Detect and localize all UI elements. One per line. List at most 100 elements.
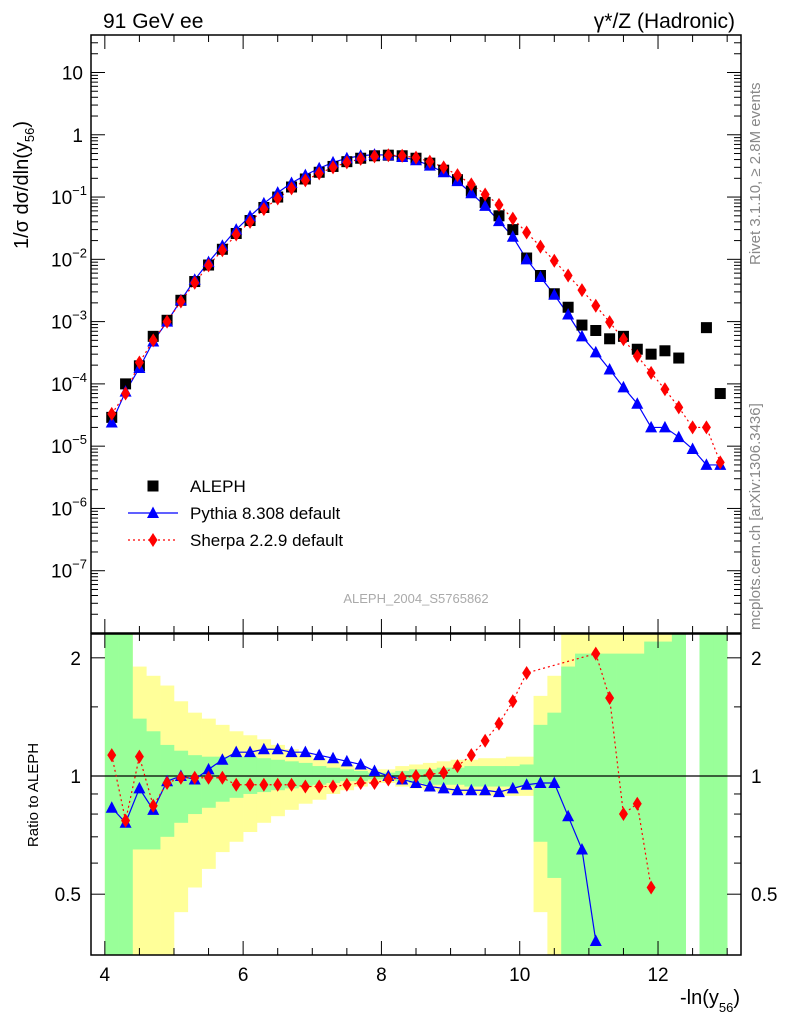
ratio-point	[328, 779, 338, 794]
band-green	[173, 750, 189, 823]
series-line	[111, 154, 721, 466]
data-point	[134, 355, 144, 370]
legend-label: Pythia 8.308 default	[190, 504, 341, 523]
legend-label: Sherpa 2.2.9 default	[190, 531, 343, 550]
ratio-point	[589, 934, 602, 946]
data-point	[273, 191, 283, 206]
ratio-point	[534, 776, 547, 788]
data-point	[700, 458, 713, 470]
data-point	[259, 202, 269, 217]
ratio-point	[397, 770, 407, 785]
legend-marker	[148, 533, 158, 547]
ratio-y-tick-label: 1	[70, 767, 81, 788]
band-green	[713, 634, 728, 955]
ratio-point	[439, 765, 449, 780]
data-point	[549, 253, 559, 268]
ratio-point	[506, 781, 519, 794]
data-point	[383, 148, 393, 163]
band-green	[588, 653, 604, 955]
band-green	[298, 762, 313, 787]
data-point	[632, 349, 642, 364]
ratio-point	[273, 777, 283, 792]
ratio-point	[133, 781, 146, 794]
data-point	[591, 298, 601, 313]
ratio-point	[383, 772, 393, 787]
data-point	[577, 283, 587, 298]
data-point	[176, 294, 186, 309]
data-point	[605, 315, 615, 330]
data-point	[287, 181, 297, 196]
data-point	[492, 214, 505, 227]
x-tick-label: 10	[509, 965, 530, 986]
ratio-point	[368, 764, 381, 776]
band-green	[118, 634, 133, 955]
ratio-point	[244, 745, 257, 758]
ratio-point	[562, 809, 575, 822]
ratio-series-group	[105, 646, 656, 946]
legend-marker	[147, 506, 159, 518]
x-tick-label: 12	[647, 965, 668, 986]
band-green	[602, 653, 617, 955]
data-point	[714, 388, 726, 400]
data-point	[562, 301, 574, 313]
data-point	[300, 173, 310, 188]
band-green	[339, 769, 355, 782]
y-tick-label: 10−7	[51, 557, 87, 583]
ratio-point	[466, 748, 476, 763]
ratio-point	[300, 779, 310, 794]
ratio-point	[575, 842, 588, 855]
main-frame	[90, 34, 742, 634]
ratio-point	[105, 801, 118, 813]
data-point	[507, 224, 519, 236]
data-point	[701, 420, 711, 435]
data-point	[534, 270, 547, 283]
ratio-point	[271, 742, 284, 755]
data-point	[148, 333, 158, 348]
ratio-point	[411, 769, 421, 784]
data-point	[506, 230, 519, 242]
ratio-point	[134, 749, 144, 764]
y-tick-label: 10−2	[51, 245, 87, 271]
ratio-point	[437, 781, 450, 794]
data-point	[425, 154, 435, 169]
data-point	[590, 324, 602, 336]
y-tick-label: 10−5	[51, 432, 87, 458]
data-point	[231, 227, 241, 242]
series-line	[111, 154, 721, 463]
data-point	[673, 352, 685, 364]
data-point	[107, 406, 117, 421]
ratio-point	[216, 753, 229, 765]
y-tick-label: 10−1	[51, 183, 87, 209]
ratio-point	[245, 777, 255, 792]
ratio-point	[646, 880, 656, 895]
x-tick-label: 8	[376, 965, 387, 986]
x-tick-label: 4	[100, 965, 111, 986]
data-point	[479, 199, 492, 211]
ratio-y-tick-label-right: 1	[751, 767, 762, 788]
data-point	[314, 166, 324, 181]
data-point	[466, 177, 476, 192]
y-tick-label: 10−4	[51, 370, 87, 396]
ratio-point	[354, 757, 367, 770]
ratio-point	[591, 646, 601, 661]
band-green	[187, 755, 202, 815]
ratio-point	[217, 770, 227, 785]
x-tick-label: 6	[238, 965, 249, 986]
data-point	[520, 252, 533, 265]
ratio-point	[522, 665, 532, 680]
data-point	[604, 333, 616, 345]
ratio-point	[494, 716, 504, 731]
ratio-point	[548, 776, 561, 788]
band-green	[575, 653, 590, 955]
data-point	[686, 442, 699, 455]
data-point	[328, 160, 338, 175]
data-point	[617, 380, 630, 393]
data-point	[522, 225, 532, 240]
ratio-point	[287, 777, 297, 792]
ratio-y-tick-label: 0.5	[55, 885, 81, 906]
data-point	[618, 332, 628, 347]
ratio-y-tick-label-right: 2	[751, 649, 762, 670]
ratio-point	[162, 775, 172, 790]
y-tick-label: 10−6	[51, 494, 87, 520]
ratio-y-tick-label: 2	[70, 649, 81, 670]
